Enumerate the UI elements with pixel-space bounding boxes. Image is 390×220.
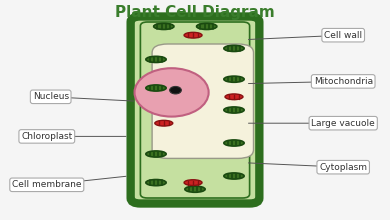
Ellipse shape: [184, 180, 202, 185]
Text: Nucleus: Nucleus: [33, 92, 69, 101]
FancyBboxPatch shape: [152, 44, 254, 158]
Ellipse shape: [146, 180, 166, 186]
Text: Plant Cell Diagram: Plant Cell Diagram: [115, 6, 275, 20]
Ellipse shape: [185, 186, 205, 192]
Text: Cell membrane: Cell membrane: [12, 180, 82, 189]
Ellipse shape: [146, 56, 166, 62]
Text: Cell wall: Cell wall: [324, 31, 362, 40]
Text: Chloroplast: Chloroplast: [21, 132, 73, 141]
Ellipse shape: [224, 76, 244, 82]
Ellipse shape: [224, 140, 244, 146]
Ellipse shape: [224, 173, 244, 179]
Text: Mitochondria: Mitochondria: [314, 77, 373, 86]
Ellipse shape: [135, 68, 209, 117]
Ellipse shape: [197, 23, 217, 29]
Ellipse shape: [155, 120, 173, 126]
FancyBboxPatch shape: [131, 16, 259, 204]
Ellipse shape: [224, 45, 244, 51]
Ellipse shape: [225, 94, 243, 100]
Text: Cytoplasm: Cytoplasm: [319, 163, 367, 172]
Ellipse shape: [146, 151, 166, 157]
Ellipse shape: [224, 107, 244, 113]
Ellipse shape: [170, 86, 181, 94]
Ellipse shape: [146, 85, 166, 91]
Ellipse shape: [154, 23, 174, 29]
Ellipse shape: [184, 32, 202, 38]
Text: Large vacuole: Large vacuole: [311, 119, 375, 128]
